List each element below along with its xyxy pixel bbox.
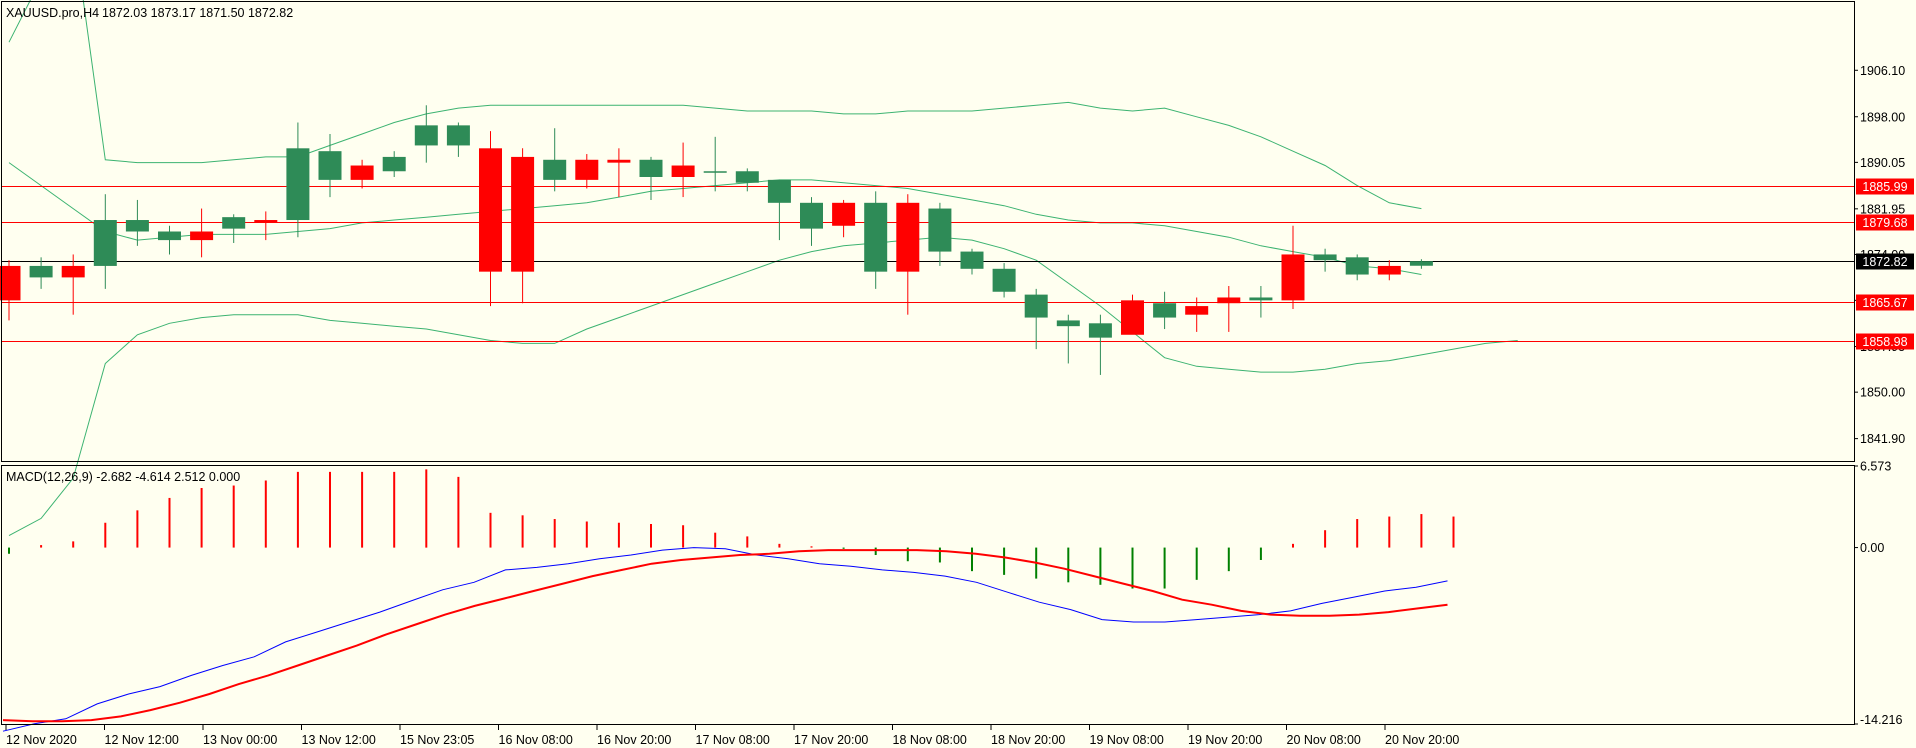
xtick-label-1: 12 Nov 12:00 [105,733,179,747]
level-tag-label-1: 1879.68 [1862,216,1907,230]
candle-body-35 [1121,300,1144,335]
main-title-symbol: XAUUSD.pro,H4 [6,6,99,20]
xtick-label-0: 12 Nov 2020 [6,733,77,747]
xtick-label-11: 19 Nov 08:00 [1090,733,1164,747]
macd-ytick-label-0: 6.573 [1860,460,1891,474]
macd-panel-frame [1,465,1855,725]
xtick-label-6: 16 Nov 20:00 [597,733,671,747]
candle-body-44 [1409,261,1433,266]
candle-body-19 [607,159,631,163]
candle-body-26 [832,202,856,226]
price-level-tags: 1885.99 1879.68 1872.82 1865.67 1858.98 [1856,178,1914,350]
xtick-label-4: 15 Nov 23:05 [400,733,474,747]
candle-body-1 [29,265,53,278]
candle-body-25 [800,202,823,229]
candle-body-39 [1249,297,1273,301]
candle-body-9 [286,148,310,221]
level-tag-2 [1856,253,1914,270]
xtick-label-10: 18 Nov 20:00 [991,733,1065,747]
candle-body-32 [1024,294,1048,318]
level-tag-1 [1856,214,1914,231]
candle-body-12 [382,156,406,172]
xtick-label-2: 13 Nov 00:00 [203,733,277,747]
candle-body-13 [414,125,438,146]
level-tag-0 [1856,178,1914,195]
candle-body-31 [992,268,1016,292]
candle-body-29 [928,208,952,252]
candle-body-6 [190,231,214,241]
candle-body-40 [1281,254,1305,301]
macd-lines [2,547,1448,732]
candle-body-17 [543,159,567,180]
candle-body-15 [479,148,502,272]
candle-body-41 [1313,254,1337,261]
macd-value-axis: 6.573 0.00 -14.216 [1854,460,1902,727]
candle-body-21 [671,165,695,177]
candle-body-30 [960,251,984,269]
main-ytick-label-7: 1850.00 [1860,386,1905,400]
main-ytick-label-1: 1898.00 [1860,110,1905,124]
main-ytick-label-2: 1890.05 [1860,156,1905,170]
xtick-label-8: 17 Nov 20:00 [794,733,868,747]
candle-body-10 [318,151,342,180]
candle-body-22 [703,171,727,173]
horizontal-level-lines [2,186,1854,342]
xtick-label-5: 16 Nov 08:00 [499,733,573,747]
candle-body-27 [864,202,888,272]
xtick-label-9: 18 Nov 08:00 [893,733,967,747]
main-ytick-label-3: 1881.95 [1860,202,1905,216]
main-title-ohlc: 1872.03 1873.17 1871.50 1872.82 [102,6,293,20]
candle-body-18 [575,159,599,180]
candle-body-3 [93,220,117,266]
level-tag-3 [1856,294,1914,311]
candle-body-16 [511,156,535,272]
candle-body-7 [222,217,246,229]
macd-title: MACD(12,26,9) -2.682 -4.614 2.512 0.000 [6,470,240,484]
candle-body-11 [350,165,374,180]
candle-body-36 [1153,303,1177,318]
level-tag-label-3: 1865.67 [1862,296,1907,310]
bollinger-upper-line [8,0,1422,210]
xtick-label-13: 20 Nov 08:00 [1287,733,1361,747]
level-tag-label-2: 1872.82 [1862,255,1907,269]
xtick-label-3: 13 Nov 12:00 [302,733,376,747]
candle-body-43 [1377,265,1401,275]
candle-body-38 [1217,297,1241,304]
signal-line [2,549,1448,723]
candle-body-33 [1056,320,1080,327]
main-price-panel: 1906.101898.001890.051881.951874.001866.… [0,0,1914,537]
level-tag-4 [1856,333,1914,350]
candle-body-34 [1088,323,1112,338]
xtick-label-12: 19 Nov 20:00 [1188,733,1262,747]
candle-body-28 [896,202,920,272]
macd-line [2,547,1448,732]
time-axis: 12 Nov 2020 12 Nov 12:00 13 Nov 00:00 13 No… [5,725,1459,747]
candle-body-0 [0,265,21,301]
candle-body-20 [639,159,663,177]
macd-panel: 6.573 0.00 -14.216 MACD(12,26,9) -2.682 -4… [1,460,1902,732]
main-ytick-label-0: 1906.10 [1860,64,1905,78]
candle-body-14 [446,125,470,146]
level-tag-label-4: 1858.98 [1862,335,1907,349]
candle-body-5 [158,231,181,241]
main-panel-frame [1,1,1855,462]
macd-ytick-label-1: 0.00 [1860,541,1884,555]
candle-body-42 [1345,257,1369,275]
candle-body-8 [254,220,278,223]
xtick-label-14: 20 Nov 20:00 [1385,733,1459,747]
candle-body-4 [125,220,149,232]
main-ytick-label-8: 1841.90 [1860,432,1905,446]
candle-body-23 [735,171,759,183]
candlesticks [0,105,1433,375]
level-tag-label-0: 1885.99 [1862,180,1907,194]
xtick-label-7: 17 Nov 08:00 [696,733,770,747]
candle-body-2 [61,265,85,278]
candle-body-37 [1185,306,1209,315]
macd-ytick-label-2: -14.216 [1860,713,1902,727]
candle-body-24 [767,179,791,203]
bollinger-lower-line [8,236,1518,537]
